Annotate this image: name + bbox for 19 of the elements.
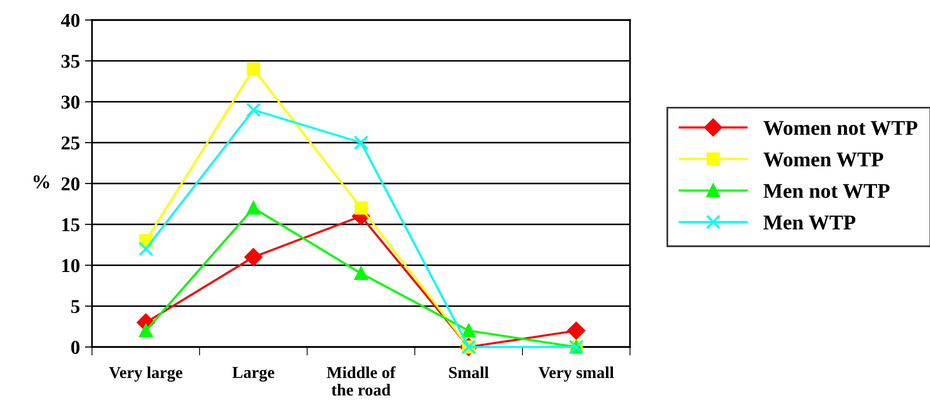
y-axis-title: % <box>34 175 50 188</box>
x-tick-label: Very large <box>109 366 182 382</box>
x-tick-label: Large <box>232 366 274 382</box>
legend-label: Women not WTP <box>763 121 918 136</box>
x-tick-label: Very small <box>538 366 614 382</box>
legend-label: Men not WTP <box>764 184 890 198</box>
legend-label: Men WTP <box>764 216 856 230</box>
y-tick-label: 30 <box>61 96 80 109</box>
y-tick-label: 35 <box>61 54 80 68</box>
y-tick-label: 15 <box>62 218 80 232</box>
x-tick-label: Small <box>449 366 489 378</box>
y-tick-label: 40 <box>61 14 80 27</box>
y-tick-label: 20 <box>62 177 80 190</box>
y-tick-label: 0 <box>71 340 80 354</box>
y-tick-label: 5 <box>71 300 80 314</box>
y-tick-label: 25 <box>62 136 80 150</box>
legend-label: Women WTP <box>763 152 884 167</box>
x-tick-label: Middle of the road <box>326 366 396 396</box>
y-tick-label: 10 <box>62 259 80 272</box>
